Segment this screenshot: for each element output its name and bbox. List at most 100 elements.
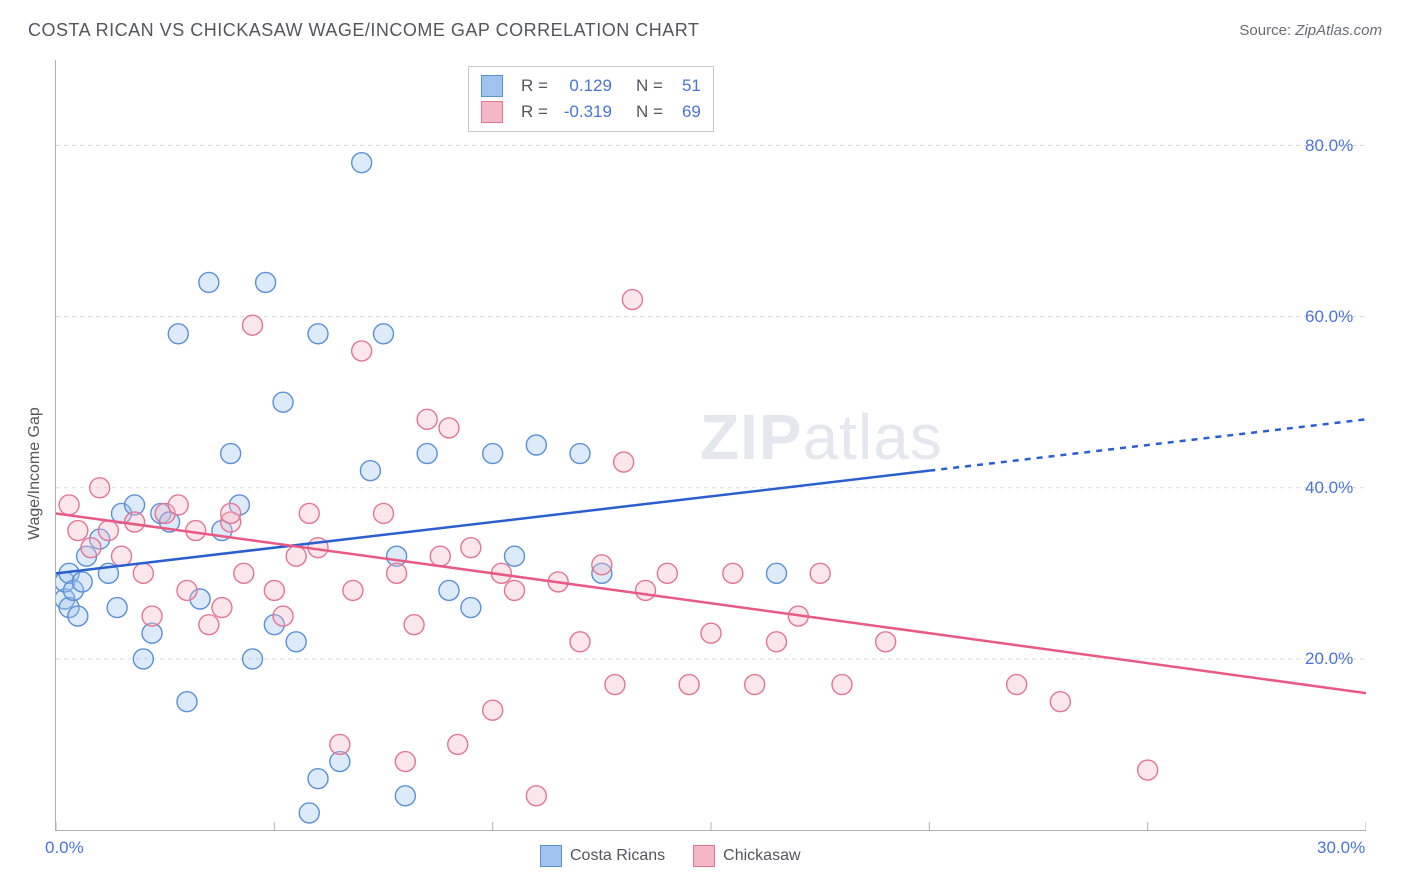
scatter-point <box>177 692 197 712</box>
scatter-point <box>330 734 350 754</box>
scatter-point <box>352 341 372 361</box>
stats-r-label: R = <box>521 73 548 99</box>
source-label: Source: <box>1239 22 1291 39</box>
scatter-point <box>374 324 394 344</box>
stats-r-value: 0.129 <box>558 73 612 99</box>
stats-legend-box: R =0.129N =51R =-0.319N =69 <box>468 66 714 132</box>
scatter-point <box>622 290 642 310</box>
scatter-point <box>614 452 634 472</box>
scatter-point <box>605 675 625 695</box>
stats-r-value: -0.319 <box>558 99 612 125</box>
stats-row: R =0.129N =51 <box>481 73 701 99</box>
scatter-point <box>343 580 363 600</box>
scatter-point <box>657 563 677 583</box>
scatter-point <box>273 606 293 626</box>
scatter-point <box>417 444 437 464</box>
scatter-point <box>767 632 787 652</box>
trend-line-dashed <box>929 419 1366 470</box>
scatter-point <box>98 521 118 541</box>
scatter-point <box>243 649 263 669</box>
scatter-point <box>256 272 276 292</box>
scatter-point <box>526 786 546 806</box>
scatter-point <box>395 752 415 772</box>
scatter-point <box>72 572 92 592</box>
scatter-point <box>177 580 197 600</box>
scatter-point <box>81 538 101 558</box>
x-tick-label: 0.0% <box>45 838 84 858</box>
scatter-point <box>299 503 319 523</box>
scatter-point <box>125 512 145 532</box>
scatter-point <box>745 675 765 695</box>
scatter-point <box>264 580 284 600</box>
scatter-point <box>286 546 306 566</box>
scatter-point <box>59 495 79 515</box>
bottom-legend: Costa Ricans Chickasaw <box>540 845 801 867</box>
scatter-point <box>212 598 232 618</box>
scatter-point <box>461 598 481 618</box>
stats-swatch <box>481 75 503 97</box>
scatter-point <box>308 769 328 789</box>
scatter-point <box>221 503 241 523</box>
stats-r-label: R = <box>521 99 548 125</box>
y-axis-label: Wage/Income Gap <box>26 407 44 540</box>
scatter-point <box>68 606 88 626</box>
scatter-point <box>636 580 656 600</box>
chart-title: COSTA RICAN VS CHICKASAW WAGE/INCOME GAP… <box>28 20 699 41</box>
scatter-point <box>133 649 153 669</box>
stats-n-value: 69 <box>673 99 701 125</box>
scatter-point <box>592 555 612 575</box>
scatter-point <box>417 409 437 429</box>
watermark: ZIPatlas <box>700 400 943 474</box>
scatter-point <box>430 546 450 566</box>
scatter-point <box>299 803 319 823</box>
scatter-point <box>439 418 459 438</box>
scatter-point <box>723 563 743 583</box>
scatter-point <box>387 563 407 583</box>
scatter-point <box>395 786 415 806</box>
scatter-point <box>570 632 590 652</box>
source-attribution: Source: ZipAtlas.com <box>1239 22 1382 39</box>
legend-item: Costa Ricans <box>540 845 665 867</box>
scatter-point <box>133 563 153 583</box>
scatter-point <box>1007 675 1027 695</box>
scatter-point <box>767 563 787 583</box>
legend-label: Chickasaw <box>723 847 800 864</box>
scatter-point <box>168 324 188 344</box>
scatter-point <box>112 546 132 566</box>
stats-n-value: 51 <box>673 73 701 99</box>
x-tick-label: 30.0% <box>1317 838 1365 858</box>
scatter-point <box>243 315 263 335</box>
scatter-point <box>142 606 162 626</box>
scatter-point <box>461 538 481 558</box>
stats-n-label: N = <box>636 99 663 125</box>
legend-swatch <box>693 845 715 867</box>
scatter-point <box>876 632 896 652</box>
scatter-point <box>448 734 468 754</box>
y-tick-label: 40.0% <box>1305 478 1353 498</box>
watermark-bold: ZIP <box>700 401 803 473</box>
scatter-point <box>107 598 127 618</box>
scatter-point <box>483 444 503 464</box>
scatter-point <box>308 324 328 344</box>
y-tick-label: 80.0% <box>1305 136 1353 156</box>
scatter-point <box>439 580 459 600</box>
legend-item: Chickasaw <box>693 845 800 867</box>
legend-swatch <box>540 845 562 867</box>
scatter-point <box>1138 760 1158 780</box>
scatter-point <box>1050 692 1070 712</box>
scatter-point <box>352 153 372 173</box>
scatter-point <box>273 392 293 412</box>
watermark-rest: atlas <box>803 401 943 473</box>
y-tick-label: 20.0% <box>1305 649 1353 669</box>
scatter-point <box>701 623 721 643</box>
scatter-point <box>810 563 830 583</box>
source-value: ZipAtlas.com <box>1295 22 1382 39</box>
scatter-point <box>374 503 394 523</box>
scatter-point <box>68 521 88 541</box>
scatter-point <box>168 495 188 515</box>
scatter-point <box>404 615 424 635</box>
scatter-point <box>526 435 546 455</box>
stats-swatch <box>481 101 503 123</box>
scatter-point <box>483 700 503 720</box>
scatter-point <box>90 478 110 498</box>
